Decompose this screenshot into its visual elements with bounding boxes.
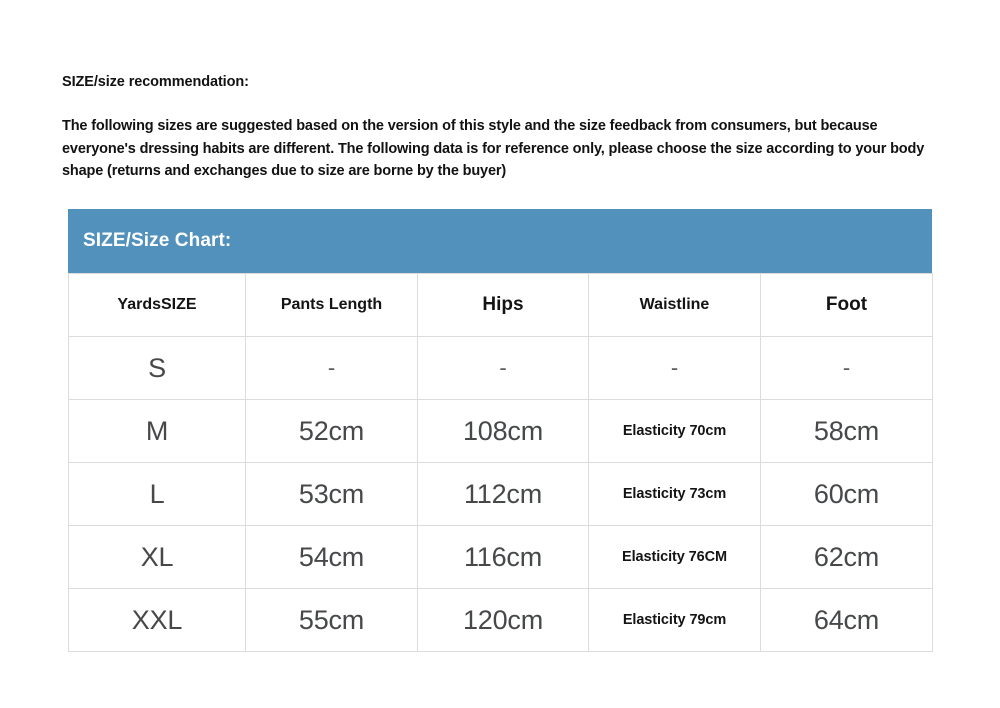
table-row: M 52cm 108cm Elasticity 70cm 58cm [68,399,933,463]
cell-size: XXL [68,588,246,652]
cell-waistline: Elasticity 73cm [588,462,761,526]
cell-waistline: Elasticity 79cm [588,588,761,652]
table-row: XXL 55cm 120cm Elasticity 79cm 64cm [68,588,933,652]
cell-waistline: Elasticity 76CM [588,525,761,589]
cell-size: M [68,399,246,463]
cell-waistline: Elasticity 70cm [588,399,761,463]
column-header-foot: Foot [760,273,933,337]
table-row: XL 54cm 116cm Elasticity 76CM 62cm [68,525,933,589]
cell-pants-length: 53cm [245,462,418,526]
size-chart-banner: SIZE/Size Chart: [68,209,932,273]
cell-foot: 60cm [760,462,933,526]
cell-hips: 108cm [417,399,589,463]
table-row: S - - - - [68,336,933,400]
cell-size: L [68,462,246,526]
column-header-yards-size: YardsSIZE [68,273,246,337]
cell-hips: 116cm [417,525,589,589]
intro-block: SIZE/size recommendation: The following … [62,74,942,183]
size-recommendation-heading: SIZE/size recommendation: [62,74,249,90]
table-header-row: YardsSIZE Pants Length Hips Waistline Fo… [68,273,933,337]
cell-pants-length: 54cm [245,525,418,589]
cell-size: S [68,336,246,400]
cell-foot: 62cm [760,525,933,589]
cell-pants-length: 55cm [245,588,418,652]
cell-pants-length: - [245,336,418,400]
size-chart: SIZE/Size Chart: YardsSIZE Pants Length … [68,209,933,652]
table-row: L 53cm 112cm Elasticity 73cm 60cm [68,462,933,526]
table-body: S - - - - M 52cm 108cm Elasticity 70cm 5… [68,336,933,652]
cell-foot: 58cm [760,399,933,463]
size-chart-table: YardsSIZE Pants Length Hips Waistline Fo… [68,273,933,652]
column-header-hips: Hips [417,273,589,337]
cell-hips: 120cm [417,588,589,652]
cell-foot: 64cm [760,588,933,652]
cell-hips: 112cm [417,462,589,526]
table-head: YardsSIZE Pants Length Hips Waistline Fo… [68,273,933,337]
cell-hips: - [417,336,589,400]
cell-size: XL [68,525,246,589]
column-header-pants-length: Pants Length [245,273,418,337]
size-recommendation-body: The following sizes are suggested based … [62,118,925,180]
cell-pants-length: 52cm [245,399,418,463]
column-header-waistline: Waistline [588,273,761,337]
cell-foot: - [760,336,933,400]
size-chart-banner-title: SIZE/Size Chart: [83,230,232,251]
cell-waistline: - [588,336,761,400]
